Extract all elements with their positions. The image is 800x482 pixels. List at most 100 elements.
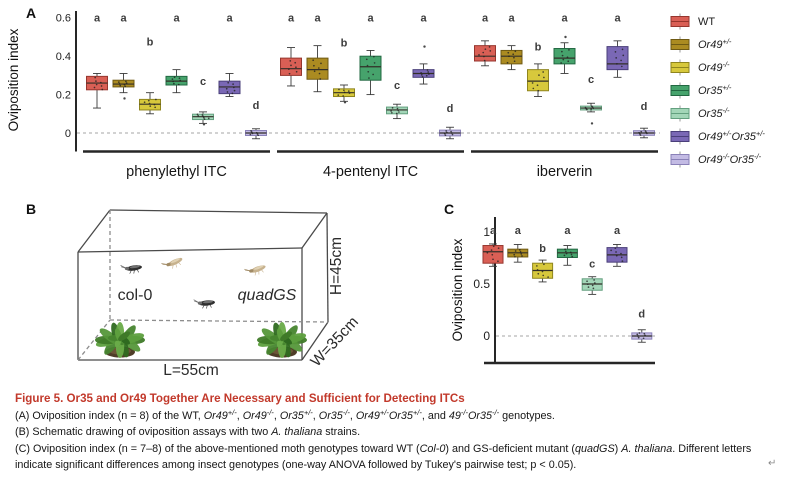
text-segment: -/- bbox=[722, 59, 730, 69]
boxplot-box-Or49+/-: a bbox=[500, 13, 523, 71]
legend-item: Or35+/- bbox=[668, 79, 765, 102]
boxplot-box-Or49-/-Or35-/-: d bbox=[245, 100, 267, 140]
text-segment: -/- bbox=[342, 408, 350, 417]
significance-letter: a bbox=[94, 13, 101, 25]
panel-a-label: A bbox=[26, 5, 37, 21]
text-segment: Or49 bbox=[698, 130, 723, 143]
text-segment: , and bbox=[421, 410, 449, 422]
significance-letter: a bbox=[614, 13, 621, 25]
text-segment: A. thaliana bbox=[271, 426, 323, 439]
text-segment: Or35 bbox=[729, 153, 755, 166]
boxplot-box-Or35-/-: c bbox=[386, 80, 408, 120]
y-tick-label: 0.5 bbox=[473, 277, 490, 291]
text-segment: strains. bbox=[322, 426, 361, 439]
group-label: iberverin bbox=[537, 164, 593, 180]
cage-outline bbox=[77, 209, 329, 361]
text-segment: +/- bbox=[722, 82, 732, 92]
boxplot-box-Or49+/-Or35+/-: a bbox=[218, 13, 241, 97]
significance-letter: b bbox=[341, 38, 348, 50]
caption-line-a: (A) Oviposition index (n = 8) of the WT,… bbox=[15, 408, 791, 424]
significance-letter: b bbox=[539, 243, 546, 255]
significance-letter: b bbox=[535, 41, 542, 53]
text-segment: , bbox=[273, 410, 280, 422]
boxplot-box-Or49-/-: b bbox=[532, 243, 554, 283]
boxplot-box-Or49+/-: a bbox=[306, 13, 329, 93]
significance-letter: a bbox=[367, 13, 374, 25]
text-segment: Or49 bbox=[698, 153, 723, 166]
text-segment: Or35 bbox=[388, 410, 413, 422]
figure-caption: Figure 5. Or35 and Or49 Together Are Nec… bbox=[15, 392, 791, 474]
significance-letter: a bbox=[490, 225, 497, 237]
significance-letter: a bbox=[288, 13, 295, 25]
text-segment: WT bbox=[698, 15, 716, 28]
significance-letter: a bbox=[173, 13, 180, 25]
legend-item-label: Or35-/- bbox=[698, 106, 730, 119]
boxplot-box-Or35+/-: a bbox=[359, 13, 382, 96]
legend-item-label: Or49-/- bbox=[698, 59, 730, 74]
text-segment: , bbox=[349, 410, 356, 422]
text-segment: Or49 bbox=[203, 410, 228, 422]
text-segment: -/- bbox=[492, 408, 500, 417]
text-segment: Or35 bbox=[279, 410, 304, 422]
text-segment: Or35 bbox=[731, 130, 756, 143]
group-label: phenylethyl ITC bbox=[126, 164, 227, 180]
boxplot-box-Or49-/-: b bbox=[333, 38, 355, 104]
legend-item: Or49+/- bbox=[668, 33, 765, 56]
moth-icon bbox=[161, 257, 183, 269]
text-segment: -/- bbox=[460, 408, 468, 417]
legend-item-label: Or35+/- bbox=[698, 82, 732, 96]
legend-item-label: Or49+/- bbox=[698, 37, 731, 50]
text-segment: genotypes. bbox=[499, 410, 555, 422]
significance-letter: a bbox=[515, 225, 522, 237]
cage-length-label: L=55cm bbox=[163, 362, 219, 379]
boxplot-box-Or49-/-Or35-/-: d bbox=[633, 101, 655, 139]
boxplot-box-WT: a bbox=[86, 13, 108, 109]
boxplot-box-Or49+/-Or35+/-: a bbox=[412, 13, 435, 85]
boxplot-box-Or49-/-Or35-/-: d bbox=[439, 103, 461, 140]
moth-icon bbox=[193, 299, 215, 309]
significance-letter: a bbox=[226, 13, 233, 25]
panel-a-boxplot-chart: 0 0.2 0.4 0.6 Oviposition index phenylethyl I… bbox=[6, 11, 660, 180]
significance-letter: a bbox=[482, 13, 489, 25]
y-axis: 00.51 bbox=[473, 217, 496, 363]
y-tick-label: 0.2 bbox=[56, 89, 71, 101]
text-segment: (B) Schematic drawing of oviposition ass… bbox=[15, 426, 272, 439]
significance-letter: b bbox=[147, 37, 154, 49]
boxplot-key-icon bbox=[670, 82, 690, 99]
text-segment: +/- bbox=[412, 408, 422, 417]
figure-caption-title: Figure 5. Or35 and Or49 Together Are Nec… bbox=[15, 392, 465, 405]
caption-line-c: (C) Oviposition index (n = 7–8) of the a… bbox=[15, 441, 791, 474]
boxplot-key-icon bbox=[670, 36, 690, 53]
panel-c-label: C bbox=[444, 201, 455, 217]
text-segment: +/- bbox=[227, 408, 237, 417]
boxplot-box-WT: a bbox=[280, 13, 302, 87]
significance-letter: a bbox=[420, 13, 427, 25]
legend-item: Or49-/-Or35-/- bbox=[668, 148, 765, 171]
boxplot-box-Or49-/-Or35-/-: d bbox=[631, 308, 653, 343]
significance-letter: d bbox=[447, 103, 454, 115]
significance-letter: a bbox=[120, 13, 127, 25]
text-segment: Or49 bbox=[355, 410, 380, 422]
text-segment: +/- bbox=[379, 408, 389, 417]
boxplot-key-icon bbox=[670, 151, 690, 168]
legend-item: Or35-/- bbox=[668, 102, 765, 125]
boxplot-key-icon bbox=[670, 59, 690, 76]
y-tick-label: 0 bbox=[65, 128, 71, 140]
text-segment: Or49 bbox=[698, 61, 723, 74]
text-segment: Or49 bbox=[242, 410, 267, 422]
boxplot-box-Or49+/-Or35+/-: a bbox=[606, 13, 629, 78]
boxplot-box-WT: a bbox=[474, 13, 496, 67]
boxplot-box-Or35-/-: c bbox=[192, 76, 214, 126]
text-segment: -/- bbox=[722, 151, 730, 161]
caption-line-b: (B) Schematic drawing of oviposition ass… bbox=[15, 424, 791, 440]
moth-icon bbox=[244, 265, 266, 276]
significance-letter: a bbox=[561, 13, 568, 25]
text-segment: Or35 bbox=[468, 410, 493, 422]
boxplot-box-Or49+/-: a bbox=[112, 13, 135, 100]
text-segment: Or35 bbox=[318, 410, 343, 422]
text-segment: +/- bbox=[755, 128, 765, 138]
text-segment: , bbox=[236, 410, 243, 422]
significance-letter: c bbox=[200, 76, 206, 88]
text-segment: ) bbox=[614, 442, 622, 455]
boxplot-box-Or35-/-: c bbox=[581, 258, 603, 295]
